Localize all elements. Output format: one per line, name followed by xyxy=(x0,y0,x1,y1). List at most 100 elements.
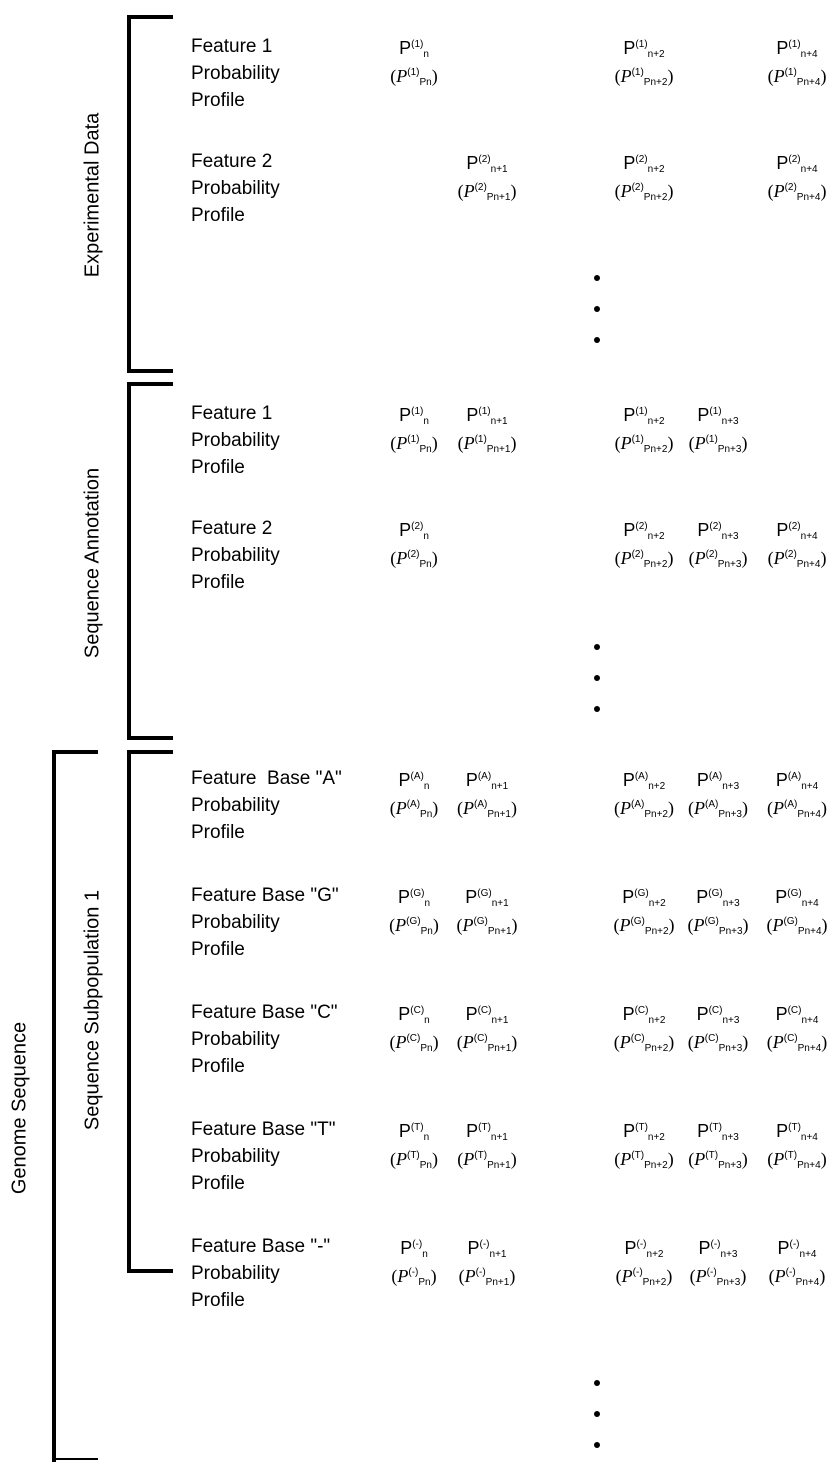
paren-open: ( xyxy=(688,548,695,568)
probability-parenthetical: (P(G)Pn) xyxy=(374,912,454,938)
paren-subscript: Pn+4 xyxy=(796,77,821,88)
probability-symbol: P(1)n+1 xyxy=(447,402,527,428)
paren-close: ) xyxy=(742,915,749,935)
feature-label: Feature 1 Probability Profile xyxy=(191,400,280,481)
prob-subscript: n+4 xyxy=(800,49,818,60)
paren-letter: P xyxy=(774,1266,786,1286)
probability-cell: P(G)n+1 (P(G)Pn+1) xyxy=(447,884,527,938)
prob-superscript: (A) xyxy=(708,771,723,782)
paren-close: ) xyxy=(510,1149,517,1169)
paren-subscript: Pn+3 xyxy=(717,444,742,455)
paren-subscript: Pn+1 xyxy=(486,444,511,455)
prob-superscript: (G) xyxy=(410,888,425,899)
probability-parenthetical: (P(T)Pn+1) xyxy=(447,1146,527,1172)
probability-parenthetical: (P(G)Pn+4) xyxy=(757,912,837,938)
prob-superscript: (C) xyxy=(634,1005,649,1016)
paren-superscript: (T) xyxy=(406,1150,420,1161)
paren-letter: P xyxy=(693,915,705,935)
paren-superscript: (T) xyxy=(474,1150,488,1161)
paren-superscript: (C) xyxy=(406,1033,421,1044)
probability-parenthetical: (P(2)Pn+2) xyxy=(604,545,684,571)
prob-letter: P xyxy=(623,1121,636,1141)
feature-label: Feature Base "T" Probability Profile xyxy=(191,1116,335,1197)
feature-label-line: Probability xyxy=(191,63,280,84)
probability-cell: P(G)n (P(G)Pn) xyxy=(374,884,454,938)
paren-subscript: Pn+4 xyxy=(797,1043,822,1054)
paren-letter: P xyxy=(463,798,474,818)
probability-cell: P(T)n+2 (P(T)Pn+2) xyxy=(604,1118,684,1172)
paren-open: ( xyxy=(614,433,621,453)
paren-letter: P xyxy=(463,181,475,201)
prob-letter: P xyxy=(696,770,709,790)
probability-symbol: P(G)n+2 xyxy=(604,884,684,910)
feature-label-line: Probability xyxy=(191,1146,280,1167)
paren-open: ( xyxy=(687,915,694,935)
paren-subscript: Pn+1 xyxy=(487,809,511,820)
paren-open: ( xyxy=(613,1032,620,1052)
prob-superscript: (1) xyxy=(411,406,424,417)
probability-parenthetical: (P(1)Pn+4) xyxy=(757,63,837,89)
paren-superscript: (1) xyxy=(407,434,420,445)
prob-subscript: n xyxy=(424,898,431,909)
sequence-annotation-label: Sequence Annotation xyxy=(81,467,104,659)
probability-parenthetical: (P(T)Pn+2) xyxy=(604,1146,684,1172)
paren-letter: P xyxy=(397,1266,409,1286)
probability-cell: P(-)n (P(-)Pn) xyxy=(374,1235,454,1289)
paren-superscript: (A) xyxy=(474,799,488,810)
paren-superscript: (T) xyxy=(784,1150,798,1161)
feature-label-line: Feature 2 xyxy=(191,518,273,539)
paren-letter: P xyxy=(620,433,632,453)
paren-subscript: Pn xyxy=(419,77,432,88)
paren-subscript: Pn+3 xyxy=(717,559,742,570)
feature-label-line: Feature Base "C" xyxy=(191,1002,338,1023)
probability-symbol: P(2)n xyxy=(374,517,454,543)
probability-parenthetical: (P(1)Pn+3) xyxy=(678,430,758,456)
paren-open: ( xyxy=(456,1032,463,1052)
paren-close: ) xyxy=(431,433,438,453)
paren-open: ( xyxy=(390,66,397,86)
prob-subscript: n+3 xyxy=(720,1249,738,1260)
paren-open: ( xyxy=(614,798,620,818)
paren-subscript: Pn+2 xyxy=(643,77,668,88)
feature-label: Feature Base "G" Probability Profile xyxy=(191,882,339,963)
probability-cell: P(-)n+1 (P(-)Pn+1) xyxy=(447,1235,527,1289)
prob-superscript: (-) xyxy=(479,1239,490,1250)
paren-open: ( xyxy=(688,798,694,818)
probability-parenthetical: (P(2)Pn+2) xyxy=(604,178,684,204)
probability-cell: P(C)n+1 (P(C)Pn+1) xyxy=(447,1001,527,1055)
paren-open: ( xyxy=(688,433,695,453)
probability-symbol: P(1)n+3 xyxy=(678,402,758,428)
feature-label-line: Probability xyxy=(191,1263,280,1284)
paren-letter: P xyxy=(462,915,474,935)
paren-letter: P xyxy=(694,1149,706,1169)
paren-letter: P xyxy=(773,548,785,568)
prob-letter: P xyxy=(776,38,789,58)
probability-cell: P(T)n+4 (P(T)Pn+4) xyxy=(757,1118,837,1172)
prob-superscript: (1) xyxy=(709,406,722,417)
paren-subscript: Pn+2 xyxy=(642,1277,667,1288)
prob-subscript: n+1 xyxy=(491,898,509,909)
probability-parenthetical: (P(A)Pn+1) xyxy=(447,795,527,821)
paren-superscript: (-) xyxy=(475,1267,486,1278)
prob-superscript: (-) xyxy=(636,1239,647,1250)
paren-close: ) xyxy=(667,66,674,86)
prob-letter: P xyxy=(622,770,635,790)
paren-subscript: Pn+3 xyxy=(718,1043,743,1054)
probability-symbol: P(T)n+1 xyxy=(447,1118,527,1144)
feature-label-line: Feature Base "-" xyxy=(191,1236,331,1257)
paren-superscript: (1) xyxy=(705,434,718,445)
prob-subscript: n+4 xyxy=(800,531,818,542)
prob-subscript: n+2 xyxy=(647,1132,665,1143)
prob-letter: P xyxy=(400,1238,413,1258)
prob-subscript: n xyxy=(423,1132,430,1143)
paren-superscript: (G) xyxy=(783,916,798,927)
probability-parenthetical: (P(2)Pn+4) xyxy=(757,545,837,571)
paren-superscript: (C) xyxy=(473,1033,488,1044)
paren-subscript: Pn+4 xyxy=(797,926,822,937)
paren-close: ) xyxy=(667,181,674,201)
probability-cell: P(1)n (P(1)Pn) xyxy=(374,402,454,456)
feature-label: Feature Base "C" Probability Profile xyxy=(191,999,338,1080)
feature-label-line: Profile xyxy=(191,90,245,111)
prob-superscript: (G) xyxy=(787,888,802,899)
feature-label-line: Probability xyxy=(191,1029,280,1050)
